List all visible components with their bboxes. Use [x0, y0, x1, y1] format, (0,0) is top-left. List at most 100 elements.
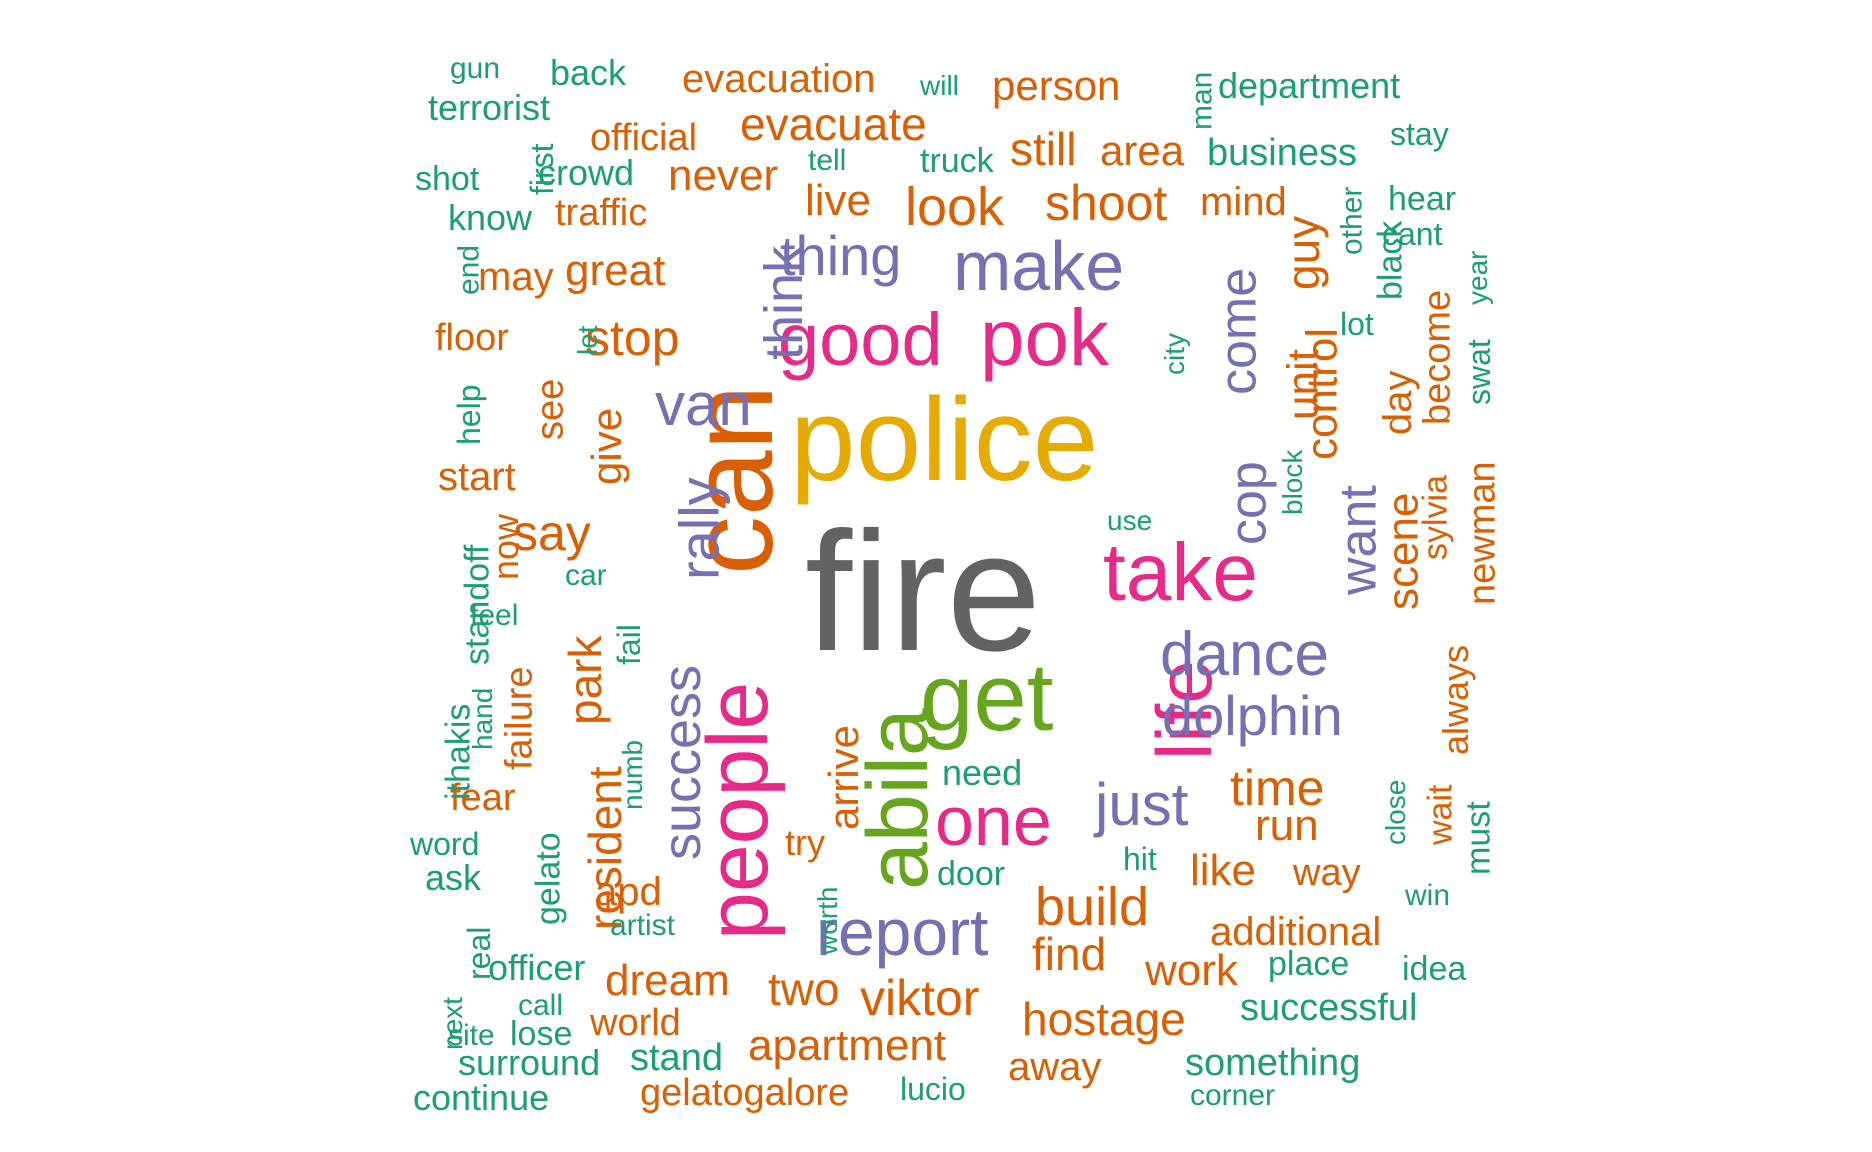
word-something: something	[1185, 1042, 1360, 1084]
word-viktor: viktor	[860, 970, 979, 1026]
word-truck: truck	[920, 142, 995, 180]
word-must: must	[1460, 801, 1498, 875]
word-sylvia: sylvia	[1417, 475, 1455, 560]
word-apartment: apartment	[748, 1021, 946, 1070]
word-surround: surround	[458, 1042, 600, 1083]
word-arrive: arrive	[820, 725, 867, 830]
word-try: try	[785, 822, 825, 863]
word-back: back	[550, 52, 627, 93]
word-hostage: hostage	[1022, 993, 1186, 1045]
word-time: time	[1230, 760, 1324, 816]
word-department: department	[1218, 65, 1400, 106]
word-evacuate: evacuate	[740, 98, 927, 150]
word-want: want	[1330, 485, 1388, 596]
word-worth: worth	[812, 887, 843, 956]
word-word: word	[409, 826, 479, 862]
word-close: close	[1380, 780, 1411, 845]
word-park: park	[559, 635, 611, 725]
word-resident: resident	[579, 766, 631, 930]
word-lot: lot	[1340, 306, 1374, 342]
word-person: person	[992, 62, 1120, 109]
word-hear: hear	[1388, 180, 1456, 218]
word-lucio: lucio	[900, 1071, 966, 1107]
word-mind: mind	[1200, 180, 1287, 224]
word-scene: scene	[1378, 493, 1427, 610]
word-win: win	[1404, 879, 1450, 912]
word-can: can	[666, 385, 798, 575]
word-black: black	[1372, 220, 1410, 300]
word-tell: tell	[808, 144, 846, 177]
word-year: year	[1462, 251, 1493, 305]
word-corner: corner	[1190, 1079, 1275, 1112]
word-just: just	[1093, 771, 1189, 838]
word-great: great	[565, 246, 665, 295]
word-additional: additional	[1210, 910, 1381, 954]
word-site: site	[448, 1019, 495, 1052]
word-unit: unit	[1278, 349, 1327, 420]
word-will: will	[919, 70, 959, 101]
word-next: next	[437, 997, 468, 1050]
word-newman: newman	[1462, 461, 1504, 605]
word-traffic: traffic	[555, 192, 647, 234]
word-dance: dance	[1160, 620, 1329, 689]
word-idea: idea	[1402, 950, 1466, 988]
word-run: run	[1255, 801, 1319, 850]
word-floor: floor	[435, 317, 509, 359]
word-need: need	[942, 752, 1022, 793]
word-stand: stand	[630, 1037, 723, 1079]
word-fail: fail	[611, 624, 647, 665]
word-make: make	[953, 227, 1124, 305]
word-world: world	[589, 1002, 681, 1044]
word-police: police	[790, 374, 1098, 506]
word-say: say	[513, 505, 591, 561]
word-terrorist: terrorist	[428, 87, 550, 128]
word-know: know	[448, 197, 533, 238]
word-never: never	[668, 151, 778, 200]
word-area: area	[1100, 127, 1185, 174]
word-standoff: standoff	[459, 544, 497, 665]
word-help: help	[451, 385, 487, 446]
word-other: other	[1335, 187, 1368, 255]
word-fear: fear	[450, 777, 516, 819]
word-wait: wait	[1422, 784, 1460, 846]
word-car: car	[565, 559, 607, 592]
word-start: start	[438, 455, 516, 499]
word-build: build	[1035, 877, 1149, 937]
word-control: control	[1297, 328, 1346, 460]
word-dolphin: dolphin	[1162, 684, 1343, 747]
word-failure: failure	[499, 667, 541, 771]
word-place: place	[1268, 945, 1349, 983]
word-two: two	[768, 963, 840, 1015]
word-report: report	[816, 895, 988, 969]
word-lose: lose	[510, 1015, 572, 1053]
word-use: use	[1107, 505, 1152, 536]
word-ithakis: ithakis	[440, 704, 478, 800]
word-city: city	[1159, 333, 1190, 375]
word-shot: shot	[415, 160, 480, 198]
word-gelato: gelato	[530, 832, 568, 925]
word-fire: fire	[805, 497, 1041, 687]
word-life: life	[1140, 660, 1228, 760]
word-door: door	[937, 855, 1005, 893]
word-artist: artist	[610, 909, 676, 942]
word-always: always	[1435, 645, 1476, 755]
word-now: now	[485, 513, 526, 580]
word-guy: guy	[1277, 216, 1329, 290]
word-shoot: shoot	[1045, 175, 1167, 231]
word-rally: rally	[668, 477, 731, 580]
word-stop: stop	[585, 310, 680, 366]
word-block: block	[1277, 449, 1308, 515]
word-hand: hand	[467, 688, 498, 750]
word-successful: successful	[1240, 987, 1417, 1029]
word-dream: dream	[605, 956, 730, 1005]
word-look: look	[905, 177, 1005, 237]
word-abila: abila	[850, 708, 946, 890]
word-people: people	[690, 682, 786, 940]
word-end: end	[452, 245, 485, 295]
word-may: may	[478, 255, 554, 299]
word-hit: hit	[1123, 841, 1157, 877]
word-feel: feel	[470, 599, 518, 632]
word-crowd: crowd	[538, 152, 634, 193]
word-become: become	[1417, 290, 1459, 425]
